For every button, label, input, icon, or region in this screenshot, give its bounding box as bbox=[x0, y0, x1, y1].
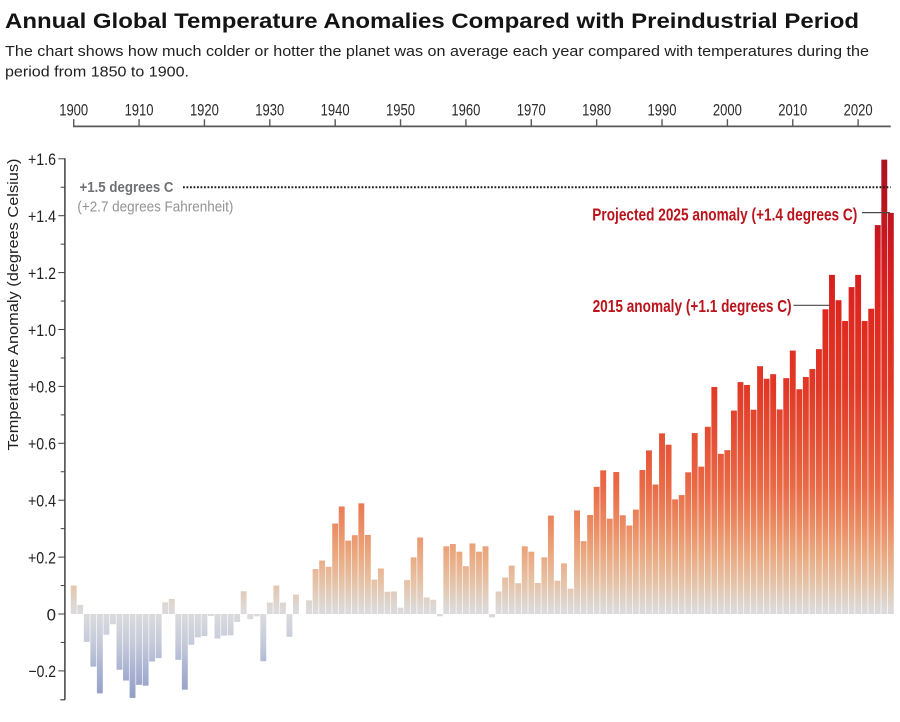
svg-text:Temperature Anomaly (degrees C: Temperature Anomaly (degrees Celsius) bbox=[5, 159, 22, 451]
svg-text:+1.4: +1.4 bbox=[28, 207, 56, 226]
svg-text:The chart shows how much colde: The chart shows how much colder or hotte… bbox=[5, 43, 869, 60]
svg-text:1960: 1960 bbox=[451, 101, 480, 120]
svg-text:+0.6: +0.6 bbox=[28, 435, 56, 454]
svg-text:1900: 1900 bbox=[59, 101, 88, 120]
svg-text:+0.8: +0.8 bbox=[28, 378, 56, 397]
svg-text:Projected 2025 anomaly (+1.4 d: Projected 2025 anomaly (+1.4 degrees C) bbox=[592, 205, 857, 225]
svg-text:+1.0: +1.0 bbox=[28, 321, 56, 340]
svg-text:1990: 1990 bbox=[648, 101, 677, 120]
svg-text:+0.4: +0.4 bbox=[28, 492, 56, 511]
svg-text:2020: 2020 bbox=[844, 101, 873, 120]
svg-text:1930: 1930 bbox=[255, 101, 284, 120]
svg-text:+1.2: +1.2 bbox=[28, 264, 56, 283]
svg-text:period from 1850 to 1900.: period from 1850 to 1900. bbox=[5, 64, 189, 81]
svg-text:1980: 1980 bbox=[582, 101, 611, 120]
svg-text:(+2.7 degrees Fahrenheit): (+2.7 degrees Fahrenheit) bbox=[77, 199, 233, 215]
svg-text:1910: 1910 bbox=[125, 101, 154, 120]
svg-text:2000: 2000 bbox=[713, 101, 742, 120]
svg-text:2010: 2010 bbox=[778, 101, 807, 120]
svg-text:0: 0 bbox=[47, 605, 56, 624]
svg-text:−0.2: −0.2 bbox=[29, 662, 57, 681]
svg-text:1940: 1940 bbox=[321, 101, 350, 120]
svg-text:2015 anomaly (+1.1 degrees C): 2015 anomaly (+1.1 degrees C) bbox=[593, 296, 792, 316]
svg-text:1950: 1950 bbox=[386, 101, 415, 120]
svg-text:+0.2: +0.2 bbox=[28, 548, 56, 567]
svg-text:+1.6: +1.6 bbox=[28, 150, 56, 169]
svg-text:+1.5 degrees C: +1.5 degrees C bbox=[80, 180, 174, 196]
svg-text:1920: 1920 bbox=[190, 101, 219, 120]
svg-text:Annual Global Temperature Anom: Annual Global Temperature Anomalies Comp… bbox=[5, 10, 859, 33]
svg-text:1970: 1970 bbox=[517, 101, 546, 120]
